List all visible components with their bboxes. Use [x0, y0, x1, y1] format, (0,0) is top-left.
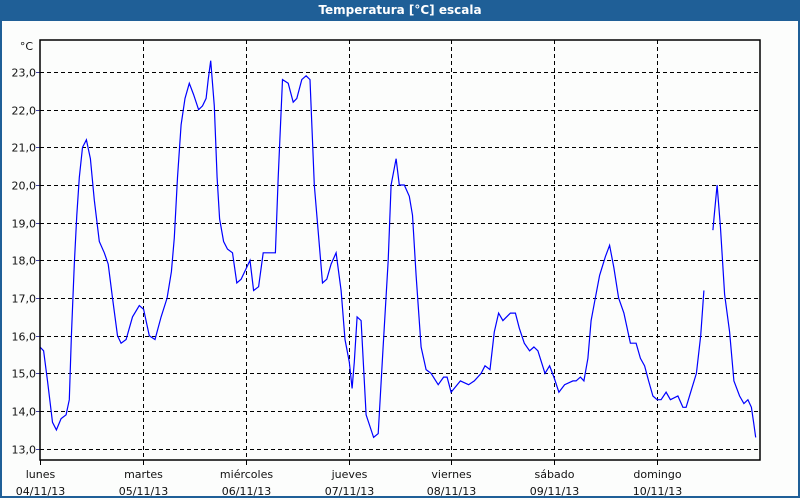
y-axis: 13,0 14,0 15,0 16,0 17,0 18,0 19,0 20,0 21,0 22,0… [12, 67, 40, 457]
y-tick-label: 13,0 [12, 444, 37, 457]
y-tick-label: 18,0 [12, 255, 37, 268]
y-tick-label: 20,0 [12, 180, 37, 193]
temperature-series [39, 60, 757, 439]
y-tick-label: 15,0 [12, 368, 37, 381]
window-title: Temperatura [°C] escala [0, 0, 800, 21]
x-tick-day-label: domingo [633, 468, 681, 481]
temperature-line-segment [39, 60, 705, 439]
x-tick-date-label: 05/11/13 [119, 485, 168, 498]
plot-frame [39, 39, 761, 461]
x-axis: lunes 04/11/13 martes 05/11/13 miércoles 06/1… [16, 460, 682, 498]
y-tick-label: 23,0 [12, 67, 37, 80]
temperature-line-segment [712, 184, 757, 438]
y-tick-label: 21,0 [12, 142, 37, 155]
x-tick-date-label: 07/11/13 [325, 485, 374, 498]
x-tick-day-label: jueves [331, 468, 368, 481]
y-tick-label: 22,0 [12, 105, 37, 118]
x-tick-day-label: martes [124, 468, 163, 481]
x-tick-day-label: miércoles [220, 468, 273, 481]
x-tick-date-label: 08/11/13 [427, 485, 476, 498]
x-tick-date-label: 06/11/13 [222, 485, 271, 498]
grid [40, 40, 760, 460]
y-tick-label: 14,0 [12, 406, 37, 419]
y-tick-label: 16,0 [12, 331, 37, 344]
x-tick-day-label: lunes [26, 468, 56, 481]
y-tick-label: 19,0 [12, 218, 37, 231]
y-axis-unit: °C [20, 40, 34, 53]
x-tick-date-label: 04/11/13 [16, 485, 65, 498]
x-tick-day-label: viernes [431, 468, 471, 481]
y-tick-label: 17,0 [12, 293, 37, 306]
x-tick-date-label: 10/11/13 [633, 485, 682, 498]
x-tick-day-label: sábado [535, 468, 575, 481]
x-tick-date-label: 09/11/13 [530, 485, 579, 498]
